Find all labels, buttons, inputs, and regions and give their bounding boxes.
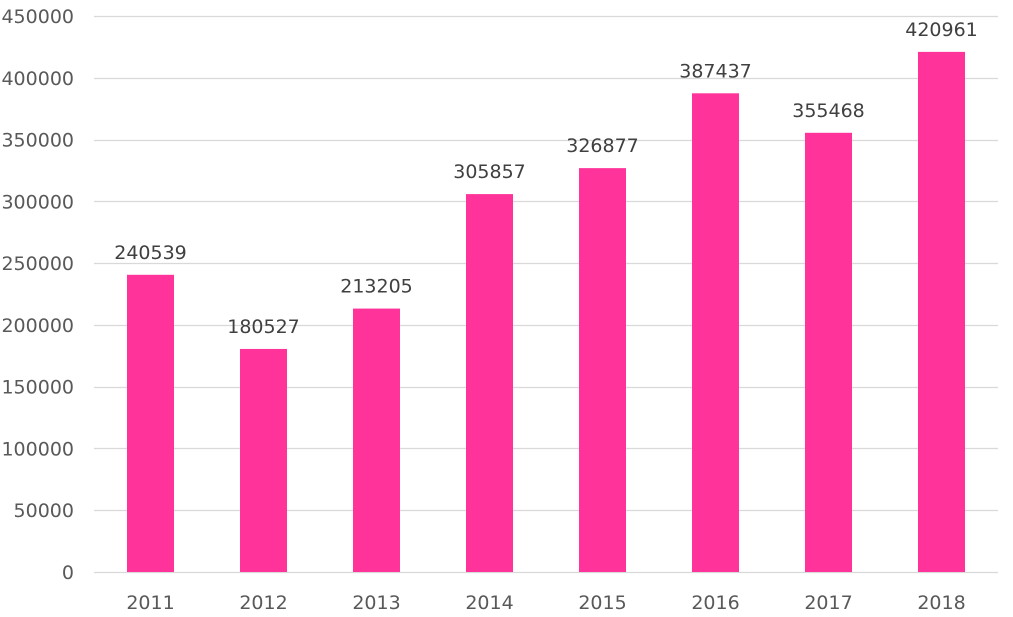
data-label: 420961 bbox=[905, 19, 978, 41]
y-tick-label: 250000 bbox=[1, 253, 74, 275]
x-tick-label: 2013 bbox=[352, 592, 400, 614]
y-tick-label: 150000 bbox=[1, 377, 74, 399]
data-label: 240539 bbox=[114, 242, 187, 264]
bar-2014 bbox=[466, 194, 513, 572]
x-tick-label: 2017 bbox=[804, 592, 852, 614]
bar-2018 bbox=[918, 51, 965, 573]
y-tick-label: 200000 bbox=[1, 315, 74, 337]
y-tick-label: 0 bbox=[62, 562, 74, 584]
x-tick-label: 2018 bbox=[917, 592, 965, 614]
y-tick-label: 450000 bbox=[1, 6, 74, 28]
y-tick-label: 50000 bbox=[14, 500, 74, 522]
y-tick-label: 300000 bbox=[1, 191, 74, 213]
bar-2012 bbox=[240, 348, 287, 572]
x-tick-label: 2015 bbox=[578, 592, 626, 614]
bar-2013 bbox=[353, 308, 400, 572]
data-labels: 240539 180527 213205 305857 326877 387437 3554… bbox=[114, 19, 978, 338]
x-tick-label: 2014 bbox=[465, 592, 513, 614]
y-axis-tick-labels: 0 50000 100000 150000 200000 250000 300000 3500… bbox=[1, 6, 74, 584]
bar-2016 bbox=[692, 93, 739, 573]
y-tick-label: 400000 bbox=[1, 68, 74, 90]
x-tick-label: 2011 bbox=[126, 592, 174, 614]
data-label: 387437 bbox=[679, 60, 752, 82]
bar-2011 bbox=[127, 274, 174, 572]
x-tick-label: 2012 bbox=[239, 592, 287, 614]
data-label: 355468 bbox=[792, 100, 865, 122]
x-tick-label: 2016 bbox=[691, 592, 739, 614]
x-axis-tick-labels: 2011 2012 2013 2014 2015 2016 2017 2018 bbox=[126, 592, 965, 614]
data-label: 305857 bbox=[453, 161, 526, 183]
y-tick-label: 350000 bbox=[1, 130, 74, 152]
bar-2017 bbox=[805, 132, 852, 572]
bar-2015 bbox=[579, 168, 626, 572]
data-label: 213205 bbox=[340, 276, 413, 298]
y-tick-label: 100000 bbox=[1, 438, 74, 460]
data-label: 326877 bbox=[566, 135, 639, 157]
data-label: 180527 bbox=[227, 316, 300, 338]
bars bbox=[127, 51, 965, 573]
